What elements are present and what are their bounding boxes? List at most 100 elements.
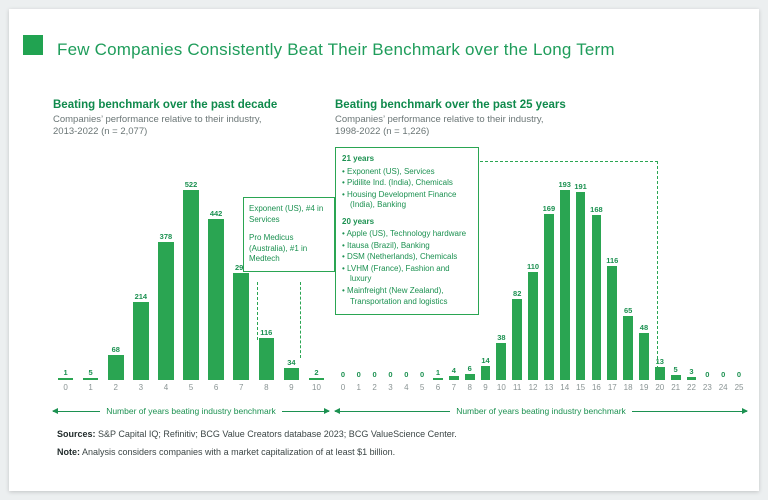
bar-value-label: 522 — [184, 180, 198, 189]
bar-value-label: 13 — [655, 357, 664, 366]
note-label: Note: — [57, 447, 80, 457]
bar-column: 82 11 — [509, 155, 525, 393]
note-text: Analysis considers companies with a mark… — [80, 447, 396, 457]
bar-value-label: 48 — [639, 323, 649, 332]
bar-value-label: 0 — [404, 370, 409, 379]
chart-subtitle: Companies’ performance relative to their… — [53, 114, 329, 139]
annotation-box-decade: Exponent (US), #4 in Services Pro Medicus… — [243, 197, 335, 272]
bar-column: 2 10 — [304, 155, 329, 393]
annotation-list-item: Housing Development Finance (India), Ban… — [342, 190, 472, 211]
x-axis-25years: Number of years beating industry benchma… — [333, 405, 749, 417]
x-tick-label: 1 — [356, 383, 361, 392]
x-tick-label: 8 — [264, 383, 269, 392]
bar — [670, 375, 681, 380]
x-axis-decade: Number of years beating industry benchma… — [51, 405, 331, 417]
axis-arrow-left — [51, 408, 101, 414]
slide-card: Few Companies Consistently Beat Their Be… — [9, 9, 759, 491]
x-tick-label: 1 — [88, 383, 93, 392]
x-tick-label: 4 — [404, 383, 409, 392]
bar-column: 0 23 — [699, 155, 715, 393]
annotation-box-25years: 21 years Exponent (US), ServicesPidilite … — [335, 147, 479, 316]
bar — [258, 338, 275, 380]
chart-panel-decade: Beating benchmark over the past decade C… — [51, 91, 335, 423]
chart-subtitle: Companies’ performance relative to their… — [335, 114, 747, 139]
axis-arrow-right — [281, 408, 331, 414]
x-tick-label: 23 — [702, 383, 712, 392]
sources-label: Sources: — [57, 429, 96, 439]
bar — [496, 343, 507, 380]
bar-value-label: 0 — [372, 370, 377, 379]
x-tick-label: 3 — [138, 383, 144, 392]
bar-column: 34 9 — [279, 155, 304, 393]
bar-column: 442 6 — [204, 155, 229, 393]
chart-subtitle-line2: 1998-2022 (n = 1,226) — [335, 126, 430, 138]
x-tick-label: 11 — [513, 383, 522, 392]
x-tick-label: 8 — [467, 383, 472, 392]
annotation-list-item: DSM (Netherlands), Chemicals — [342, 252, 472, 263]
bar-value-label: 2 — [314, 368, 319, 377]
bar-column: 14 9 — [478, 155, 494, 393]
x-tick-label: 3 — [388, 383, 393, 392]
bar — [512, 299, 523, 380]
chart-subtitle-line2: 2013-2022 (n = 2,077) — [53, 126, 148, 138]
bar-value-label: 442 — [209, 209, 223, 218]
bar-value-label: 1 — [435, 368, 441, 377]
x-tick-label: 2 — [113, 383, 118, 392]
x-tick-label: 5 — [419, 383, 425, 392]
bar-value-label: 38 — [497, 333, 506, 342]
annotation-list: Exponent (US), ServicesPidilite Ind. (In… — [342, 167, 472, 211]
page-title: Few Companies Consistently Beat Their Be… — [57, 40, 615, 59]
x-tick-label: 25 — [734, 383, 744, 392]
bar-column: 193 14 — [557, 155, 573, 393]
bar — [654, 367, 665, 380]
bar-value-label: 0 — [736, 370, 742, 379]
chart-subtitle-line1: Companies’ performance relative to their… — [53, 114, 262, 125]
bar — [480, 366, 491, 380]
x-tick-label: 21 — [671, 383, 681, 392]
bar-column: 65 18 — [620, 155, 636, 393]
bar-value-label: 5 — [88, 368, 93, 377]
x-tick-label: 10 — [312, 383, 321, 392]
x-tick-label: 0 — [340, 383, 346, 392]
bar-value-label: 0 — [388, 370, 393, 379]
x-tick-label: 17 — [607, 383, 617, 392]
x-tick-label: 18 — [623, 383, 633, 392]
x-tick-label: 15 — [576, 383, 586, 392]
x-tick-label: 6 — [213, 383, 219, 392]
bar — [107, 355, 124, 380]
x-tick-label: 4 — [163, 383, 169, 392]
bar-column: 378 4 — [153, 155, 178, 393]
x-axis-label: Number of years beating industry benchma… — [456, 406, 626, 416]
bar-value-label: 378 — [159, 232, 173, 241]
annotation-connector-dashed — [300, 282, 301, 358]
bar — [82, 378, 99, 380]
x-tick-label: 5 — [188, 383, 194, 392]
bar — [686, 377, 697, 380]
x-tick-label: 19 — [639, 383, 649, 392]
x-tick-label: 12 — [528, 383, 538, 392]
x-tick-label: 0 — [63, 383, 68, 392]
bar — [208, 219, 224, 380]
bar-value-label: 5 — [673, 365, 678, 374]
bar-column: 295 7 — [229, 155, 254, 393]
bar — [464, 374, 475, 380]
x-tick-label: 24 — [718, 383, 728, 392]
bar — [591, 215, 602, 380]
bar-chart-decade: 1 0 5 1 68 2 214 3 378 4 522 5 442 6 295 7 116 8 34 9 2 10 — [53, 155, 329, 393]
bar-value-label: 193 — [558, 180, 571, 189]
note-line: Note: Analysis considers companies with … — [57, 447, 739, 457]
x-axis-label: Number of years beating industry benchma… — [106, 406, 276, 416]
x-tick-label: 22 — [687, 383, 696, 392]
x-tick-label: 9 — [289, 383, 294, 392]
bar-column: 110 12 — [525, 155, 541, 393]
x-tick-label: 2 — [372, 383, 377, 392]
bar-value-label: 116 — [606, 256, 619, 265]
x-tick-label: 10 — [496, 383, 506, 392]
